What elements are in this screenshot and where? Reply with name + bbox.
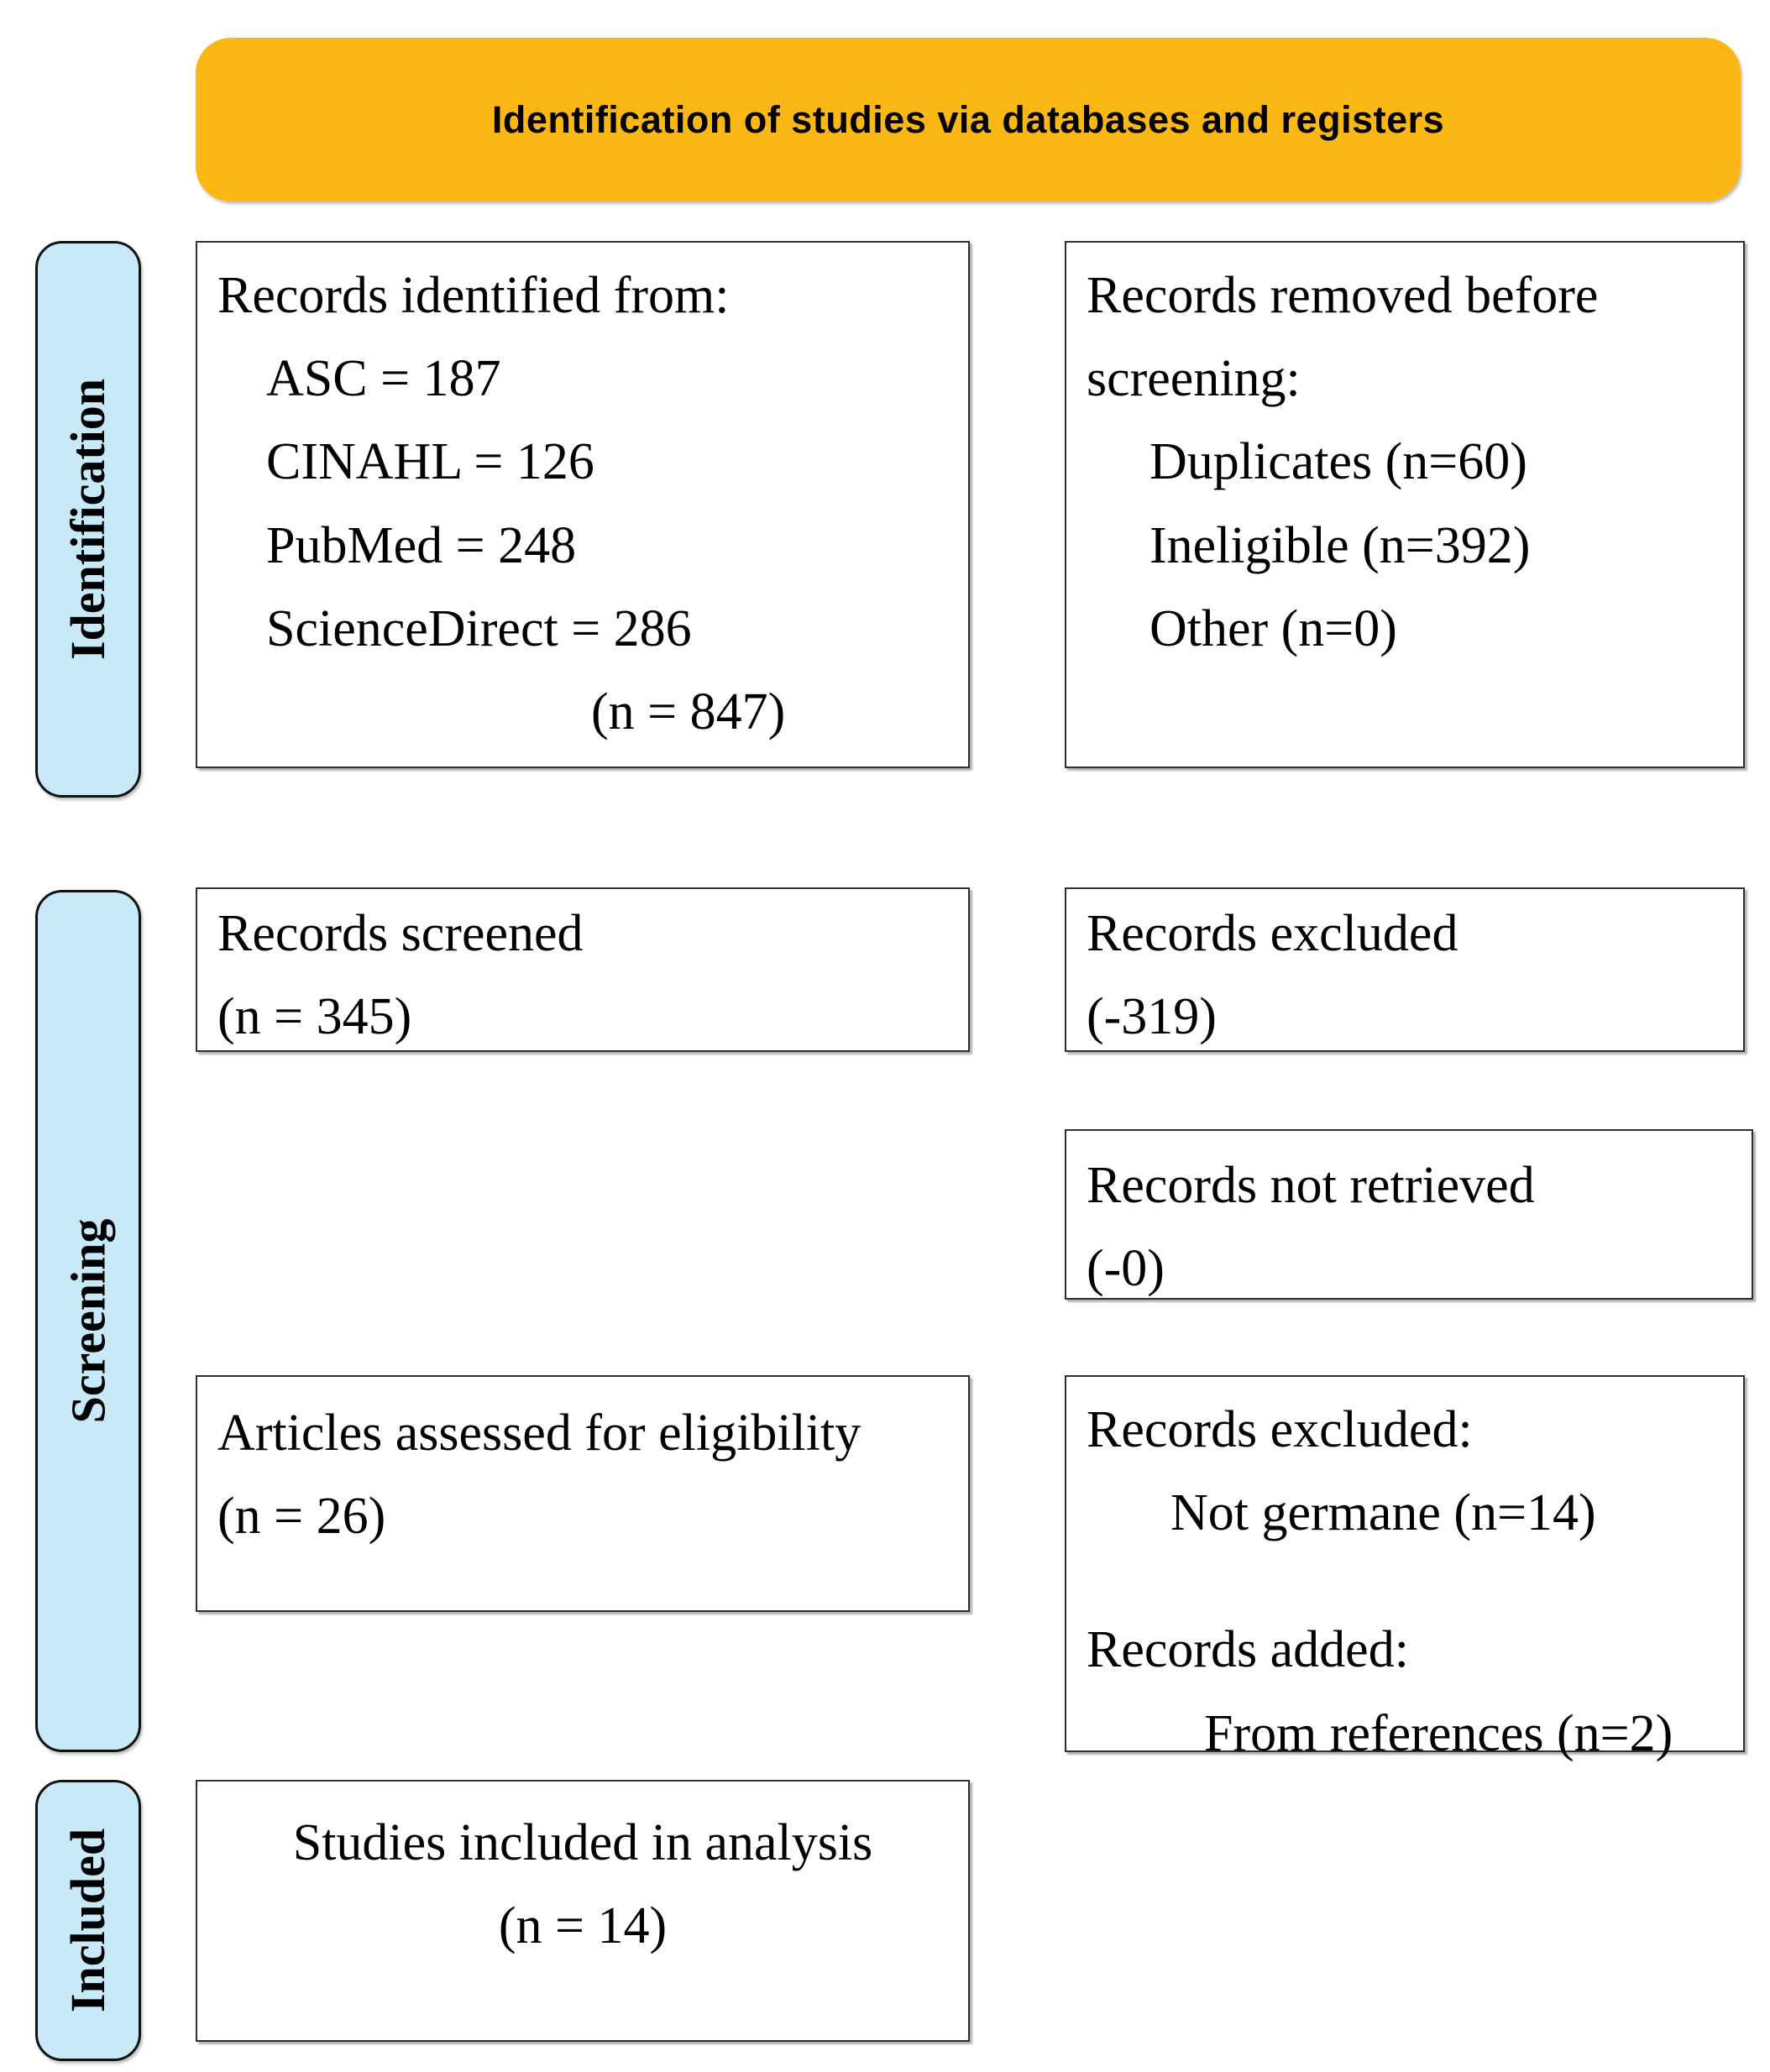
records-identified-sciencedirect: ScienceDirect = 286 xyxy=(266,599,692,657)
records-removed-heading: Records removed before screening: xyxy=(1087,267,1611,408)
box-records-identified: Records identified from: ASC = 187 CINAH… xyxy=(196,241,970,768)
records-added-from-references: From references (n=2) xyxy=(1204,1704,1673,1762)
records-not-retrieved-count: (-0) xyxy=(1087,1240,1165,1298)
records-not-retrieved-heading: Records not retrieved xyxy=(1087,1157,1535,1214)
records-identified-pubmed: PubMed = 248 xyxy=(266,516,577,574)
records-added-heading: Records added: xyxy=(1087,1621,1409,1679)
records-identified-cinahl: CINAHL = 126 xyxy=(266,433,594,491)
blank-line-spacer xyxy=(1087,1555,1723,1609)
studies-included-count: (n = 14) xyxy=(498,1897,668,1955)
stage-bar-identification: Identification xyxy=(35,241,141,798)
articles-assessed-count: (n = 26) xyxy=(217,1488,386,1546)
records-identified-total: (n = 847) xyxy=(591,683,786,740)
records-removed-other: Other (n=0) xyxy=(1149,599,1397,657)
records-identified-heading: Records identified from: xyxy=(217,267,730,324)
records-excluded-heading: Records excluded xyxy=(1087,905,1458,962)
articles-assessed-heading: Articles assessed for eligibility xyxy=(217,1405,861,1462)
box-articles-assessed: Articles assessed for eligibility (n = 2… xyxy=(196,1375,970,1612)
records-identified-asc: ASC = 187 xyxy=(266,350,501,408)
box-records-excluded: Records excluded (-319) xyxy=(1065,887,1745,1052)
stage-label-included: Included xyxy=(60,1828,116,2013)
records-screened-count: (n = 345) xyxy=(217,988,412,1046)
stage-bar-screening: Screening xyxy=(35,890,141,1752)
records-excluded-not-germane: Not germane (n=14) xyxy=(1170,1484,1596,1542)
records-removed-duplicates: Duplicates (n=60) xyxy=(1149,433,1527,491)
records-screened-heading: Records screened xyxy=(217,905,584,962)
records-removed-ineligible: Ineligible (n=392) xyxy=(1149,516,1531,574)
records-excluded-count: (-319) xyxy=(1087,988,1217,1046)
stage-label-identification: Identification xyxy=(60,378,116,661)
records-excluded-2-heading: Records excluded: xyxy=(1087,1401,1473,1458)
stage-bar-included: Included xyxy=(35,1780,141,2061)
title-banner-text: Identification of studies via databases … xyxy=(491,97,1445,141)
box-records-removed: Records removed before screening: Duplic… xyxy=(1065,241,1745,768)
box-records-not-retrieved: Records not retrieved (-0) xyxy=(1065,1129,1753,1300)
studies-included-heading: Studies included in analysis xyxy=(292,1814,873,1871)
box-records-excluded-added: Records excluded: Not germane (n=14) Rec… xyxy=(1065,1375,1745,1762)
box-records-screened: Records screened (n = 345) xyxy=(196,887,970,1052)
title-banner: Identification of studies via databases … xyxy=(196,38,1741,201)
stage-label-screening: Screening xyxy=(60,1218,116,1424)
box-studies-included: Studies included in analysis (n = 14) xyxy=(196,1780,970,2042)
